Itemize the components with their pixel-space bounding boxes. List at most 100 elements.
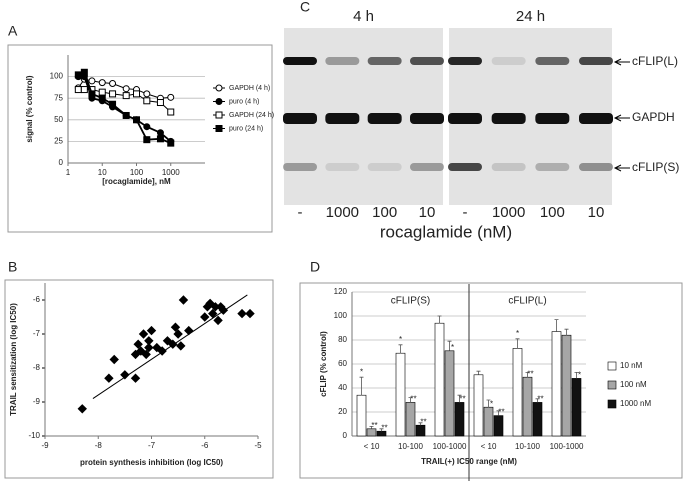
lane-label: - bbox=[298, 204, 303, 221]
x-tick-label: -6 bbox=[201, 441, 209, 450]
data-point bbox=[184, 325, 194, 336]
lane-label: 100 bbox=[372, 204, 397, 221]
blot-band bbox=[283, 163, 317, 171]
significance: * bbox=[490, 399, 493, 408]
data-point bbox=[122, 111, 130, 119]
band-arrowhead bbox=[613, 58, 622, 66]
panel-frame bbox=[299, 282, 683, 479]
y-tick-label: -9 bbox=[33, 397, 41, 406]
blot-band bbox=[367, 57, 402, 65]
data-point bbox=[77, 404, 87, 414]
data-point bbox=[162, 336, 173, 346]
x-tick-label: -7 bbox=[148, 441, 156, 450]
blot-band bbox=[535, 57, 570, 65]
y-tick-label: 100 bbox=[50, 72, 64, 81]
panel-letter: B bbox=[8, 259, 17, 275]
x-tick-label: < 10 bbox=[364, 442, 380, 451]
significance: ** bbox=[381, 423, 387, 432]
data-point bbox=[146, 325, 157, 336]
data-point bbox=[218, 305, 229, 315]
y-tick-label: 20 bbox=[338, 407, 347, 416]
series-line bbox=[77, 78, 171, 99]
error-bar bbox=[564, 328, 569, 336]
error-bar bbox=[574, 372, 579, 379]
data-point bbox=[74, 71, 82, 79]
blot-band bbox=[367, 113, 402, 124]
data-point bbox=[88, 77, 96, 85]
panel-letter: D bbox=[310, 259, 320, 275]
data-point bbox=[141, 349, 151, 360]
y-tick-label: -10 bbox=[28, 431, 40, 440]
data-point bbox=[120, 370, 130, 380]
data-point bbox=[167, 139, 175, 147]
error-bar bbox=[359, 376, 364, 396]
blot-band bbox=[325, 113, 360, 124]
data-point bbox=[98, 94, 106, 102]
error-bar bbox=[437, 315, 442, 324]
data-point bbox=[167, 93, 175, 101]
data-point bbox=[130, 373, 141, 383]
significance: ** bbox=[420, 417, 426, 426]
bar bbox=[512, 348, 523, 437]
significance: * bbox=[451, 343, 454, 352]
band-arrowhead bbox=[613, 164, 622, 172]
data-point bbox=[109, 354, 119, 365]
x-tick-label: 10-100 bbox=[398, 442, 423, 451]
error-bar bbox=[408, 397, 413, 403]
blot-time: 4 h bbox=[353, 8, 374, 25]
lane-label: 100 bbox=[540, 204, 565, 221]
data-point bbox=[152, 342, 162, 353]
data-point bbox=[157, 346, 167, 356]
bar bbox=[561, 334, 572, 437]
y-tick-label: 60 bbox=[338, 359, 347, 368]
error-bar bbox=[496, 410, 501, 416]
legend-marker bbox=[215, 98, 223, 105]
legend-label: 10 nM bbox=[620, 361, 643, 370]
lane-label: 1000 bbox=[326, 204, 359, 221]
y-axis-label: signal (% control) bbox=[25, 75, 34, 142]
data-point bbox=[178, 295, 189, 305]
blot-band bbox=[410, 57, 444, 65]
x-tick-label: 1 bbox=[66, 168, 71, 177]
data-point bbox=[173, 329, 183, 339]
y-tick-label: 0 bbox=[59, 158, 64, 167]
error-bar bbox=[379, 428, 384, 432]
significance: * bbox=[578, 371, 581, 380]
data-point bbox=[122, 92, 130, 100]
data-point bbox=[167, 108, 175, 116]
y-tick-label: 75 bbox=[54, 93, 63, 102]
lane-label: 10 bbox=[419, 204, 436, 221]
legend-label: GAPDH (24 h) bbox=[229, 112, 274, 119]
data-point bbox=[88, 90, 96, 98]
significance: ** bbox=[527, 369, 533, 378]
significance: ** bbox=[459, 395, 465, 404]
lane-label: - bbox=[463, 204, 468, 221]
series-line bbox=[78, 89, 172, 113]
y-tick-label: -6 bbox=[33, 295, 41, 304]
data-point bbox=[156, 135, 164, 143]
significance: ** bbox=[537, 395, 543, 404]
blot-band bbox=[579, 113, 613, 124]
significance: * bbox=[360, 367, 363, 376]
blot-band bbox=[535, 113, 570, 124]
blot-band bbox=[491, 163, 526, 171]
data-point bbox=[156, 129, 164, 137]
bar bbox=[483, 406, 494, 437]
x-tick-label: 100 bbox=[130, 168, 144, 177]
x-tick-label: 100-1000 bbox=[550, 442, 584, 451]
bar bbox=[571, 378, 582, 437]
legend-label: 100 nM bbox=[620, 380, 647, 389]
bar bbox=[454, 402, 465, 437]
data-point bbox=[156, 99, 164, 107]
data-point bbox=[143, 90, 151, 98]
bar bbox=[356, 394, 367, 437]
legend-label: GAPDH (4 h) bbox=[229, 85, 270, 92]
significance: * bbox=[399, 335, 402, 344]
panel-letter: C bbox=[300, 0, 310, 15]
blot-band bbox=[448, 57, 482, 65]
blot-band bbox=[410, 163, 444, 171]
data-point bbox=[170, 322, 181, 332]
group-label: cFLIP(L) bbox=[508, 296, 546, 307]
band-arrowhead bbox=[613, 114, 622, 122]
